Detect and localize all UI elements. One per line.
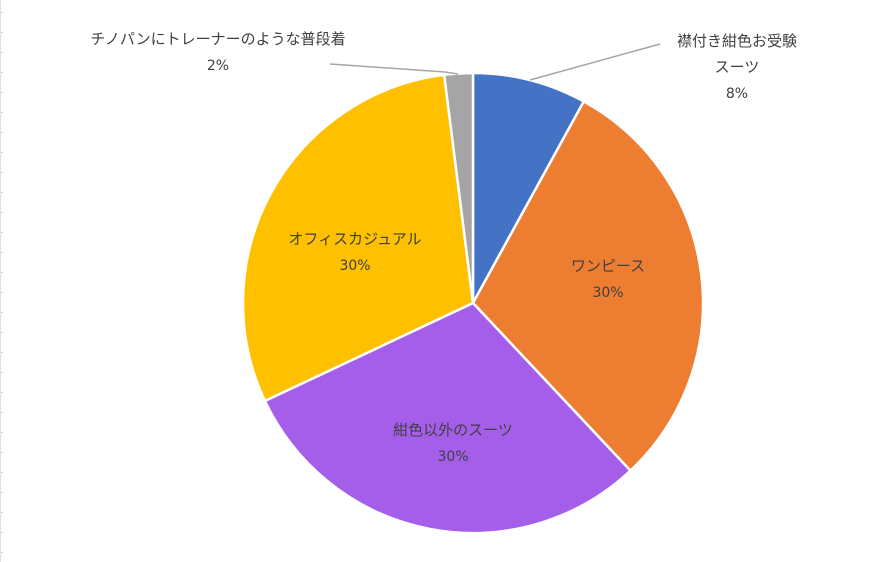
sheet-gridline-tick [1,452,3,453]
sheet-gridline-tick [1,252,3,253]
sheet-gridline-tick [1,432,3,433]
sheet-gridline-tick [1,172,3,173]
data-label-category: オフィスカジュアル [288,230,421,248]
data-label-percent: 30% [339,258,370,274]
data-label-percent: 8% [726,86,748,102]
sheet-gridline-tick [1,292,3,293]
sheet-gridline-tick [1,412,3,413]
sheet-gridline-tick [1,512,3,513]
sheet-gridline-tick [1,492,3,493]
sheet-gridline-tick [1,232,3,233]
pie-slice [471,99,705,473]
data-label-category: 紺色以外のスーツ [393,421,513,439]
sheet-gridline-tick [1,392,3,393]
sheet-gridline-tick [1,132,3,133]
sheet-gridline-tick [1,92,3,93]
data-label-percent: 30% [592,285,623,301]
data-label-percent: 2% [207,58,229,74]
data-label-category: チノパンにトレーナーのような普段着 [90,30,345,48]
data-label-percent: 30% [437,449,468,465]
sheet-gridline-tick [1,552,3,553]
sheet-gridline-tick [1,32,3,33]
sheet-gridline-tick [1,192,3,193]
sheet-gridline-tick [1,272,3,273]
sheet-gridline-tick [1,212,3,213]
sheet-gridline-tick [1,532,3,533]
data-label-category: スーツ [715,58,760,76]
sheet-gridline-tick [1,312,3,313]
data-label-category: 襟付き紺色お受験 [677,32,797,50]
sheet-gridline-tick [1,72,3,73]
leader-line [329,63,459,75]
pie-slice [442,71,475,304]
sheet-gridline-tick [1,152,3,153]
sheet-gridline-tick [1,12,3,13]
sheet-gridline-tick [1,352,3,353]
sheet-gridline-tick [1,372,3,373]
pie-slice [241,73,475,403]
data-label-category: ワンピース [571,257,645,275]
sheet-gridline-tick [1,472,3,473]
pie-slice [263,301,633,535]
sheet-gridline-tick [1,332,3,333]
sheet-gridline [0,0,3,562]
sheet-gridline-tick [1,112,3,113]
sheet-gridline-tick [1,52,3,53]
leader-line [529,43,661,81]
